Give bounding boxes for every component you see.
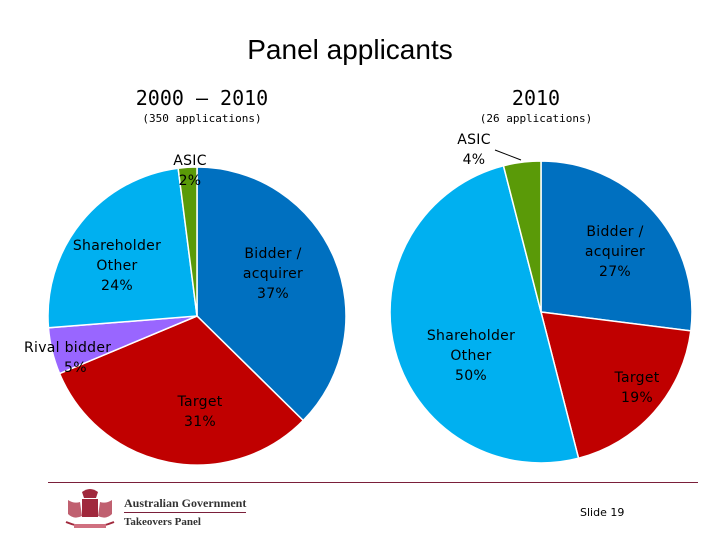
footer-divider [48, 482, 698, 483]
chart2-label-shareholder: Shareholder Other 50% [426, 328, 516, 384]
asic-leader-line [494, 149, 522, 161]
chart1-slice-bidder-acquirer [196, 166, 347, 422]
chart1-label-shareholder: Shareholder Other 24% [72, 238, 162, 294]
chart2-label-bidder: Bidder / acquirer 27% [584, 224, 646, 280]
footer-government: Australian Government [124, 496, 247, 510]
chart1-subtitle: (350 applications) [142, 112, 262, 125]
chart1-slice-shareholder-other [47, 167, 198, 329]
chart1-label-target: Target 31% [177, 394, 223, 430]
chart1-label-asic: ASIC 2% [173, 153, 207, 189]
chart2-label-asic: ASIC 4% [457, 132, 491, 168]
coat-of-arms-logo [65, 489, 115, 528]
slide-number: Slide 19 [580, 506, 625, 519]
chart2-slice-asic [502, 160, 542, 313]
chart2-title: 2010 [511, 86, 561, 110]
chart2-slice-shareholder-other [389, 164, 580, 464]
chart2-slice-target [539, 311, 692, 460]
chart1-label-bidder: Bidder / acquirer 37% [242, 246, 304, 302]
pie-chart-2000-2010 [47, 166, 347, 466]
page-title: Panel applicants [247, 34, 453, 65]
chart2-label-target: Target 19% [614, 370, 660, 406]
footer-gov-divider [124, 512, 246, 513]
chart1-label-rival-bidder: Rival bidder 5% [24, 340, 112, 376]
pie-chart-2010 [389, 160, 693, 464]
chart1-slice-asic [177, 166, 198, 317]
chart1-slice-target [58, 315, 305, 466]
footer-takeovers-panel: Takeovers Panel [124, 516, 201, 528]
chart2-slice-bidder-acquirer [540, 160, 693, 332]
chart2-subtitle: (26 applications) [479, 112, 593, 125]
chart1-title: 2000 – 2010 [135, 86, 269, 110]
